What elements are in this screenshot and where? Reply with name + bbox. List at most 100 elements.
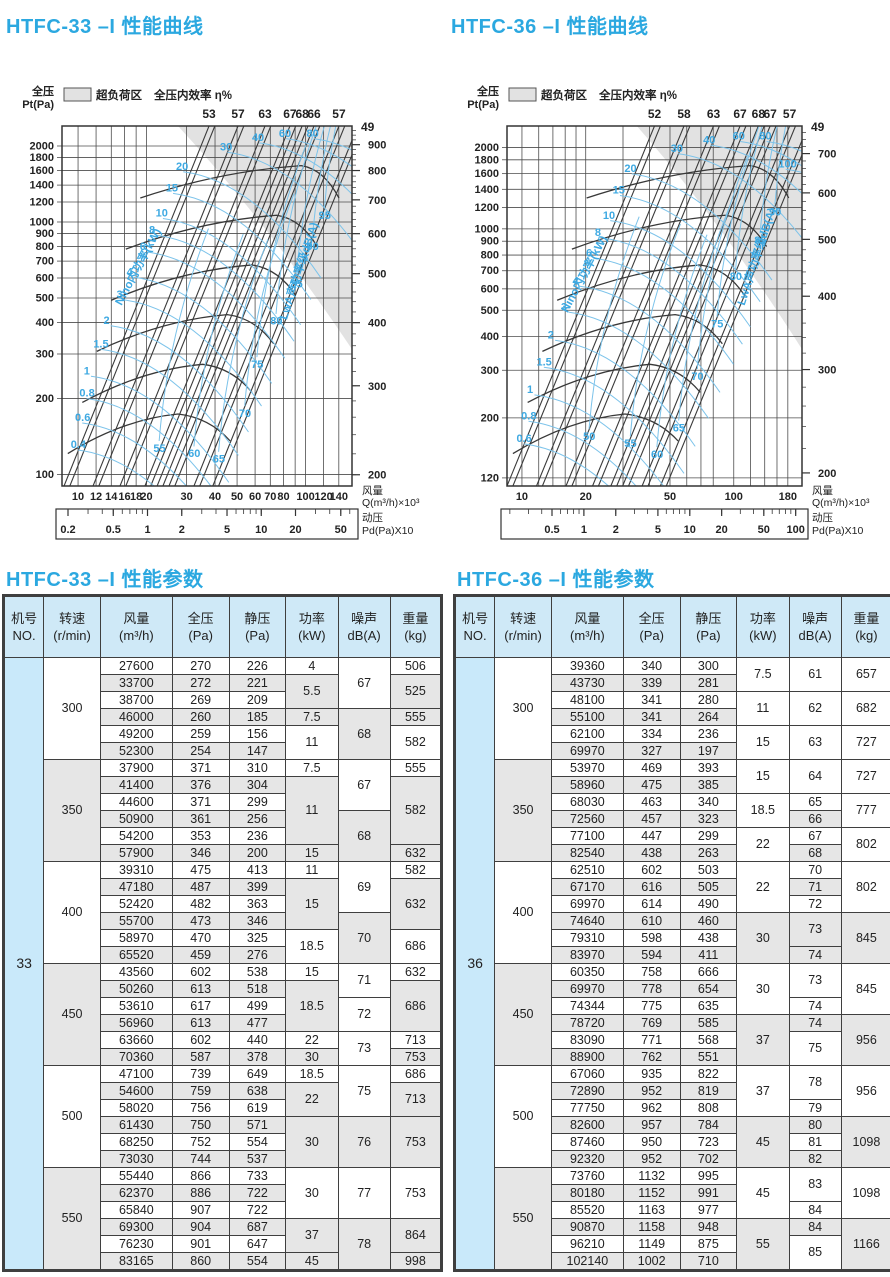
- static-pressure-cell: 722: [229, 1202, 286, 1219]
- weight-cell: 506: [390, 658, 440, 675]
- total-pressure-cell: 771: [623, 1032, 680, 1049]
- efficiency-top-label: 57: [783, 107, 797, 121]
- total-pressure-cell: 487: [172, 879, 229, 896]
- weight-cell: 1166: [841, 1219, 890, 1270]
- noise-cell: 75: [338, 1066, 390, 1117]
- total-pressure-cell: 341: [623, 709, 680, 726]
- pd-axis-label: 动压: [362, 512, 383, 524]
- pd-axis-tick-label: 2: [179, 524, 185, 536]
- flow-cell: 70360: [100, 1049, 172, 1066]
- x-axis-tick-label: 16: [118, 491, 130, 503]
- x-axis-tick-label: 60: [249, 491, 261, 503]
- noise-curve-label: 65: [213, 454, 225, 466]
- total-pressure-cell: 447: [623, 828, 680, 845]
- flow-cell: 57900: [100, 845, 172, 862]
- static-pressure-cell: 323: [680, 811, 737, 828]
- power-axis-title: Nino内功率(kW): [112, 226, 164, 308]
- flow-cell: 63660: [100, 1032, 172, 1049]
- y-axis-tick-label: 400: [481, 331, 499, 343]
- weight-cell: 632: [390, 964, 440, 981]
- total-pressure-cell: 1002: [623, 1253, 680, 1270]
- col-header-1: 转速(r/min): [495, 597, 552, 658]
- rpm-cell: 500: [44, 1066, 101, 1168]
- static-pressure-cell: 304: [229, 777, 286, 794]
- flow-cell: 80180: [551, 1185, 623, 1202]
- static-pressure-cell: 281: [680, 675, 737, 692]
- power-curve-label: 40: [703, 134, 715, 146]
- right-axis-tick-label: 700: [368, 195, 386, 207]
- pd-axis-tick-label: 100: [787, 524, 805, 536]
- rpm-cell: 350: [44, 760, 101, 862]
- y-axis-tick-label: 1400: [475, 184, 499, 196]
- performance-chart-36: 1202003004005006007008009001000120014001…: [447, 41, 890, 549]
- power-curve-label: 15: [613, 185, 625, 197]
- noise-cell: 72: [338, 998, 390, 1032]
- curve-section-title-33: HTFC-33 –I 性能曲线: [6, 10, 447, 39]
- static-pressure-cell: 722: [229, 1185, 286, 1202]
- y-axis-tick-label: 400: [36, 317, 54, 329]
- static-pressure-cell: 948: [680, 1219, 737, 1236]
- total-pressure-cell: 775: [623, 998, 680, 1015]
- flow-cell: 87460: [551, 1134, 623, 1151]
- total-pressure-cell: 613: [172, 1015, 229, 1032]
- static-pressure-cell: 647: [229, 1236, 286, 1253]
- static-pressure-cell: 264: [680, 709, 737, 726]
- right-axis-tick-label: 500: [368, 269, 386, 281]
- total-pressure-cell: 376: [172, 777, 229, 794]
- flow-cell: 90870: [551, 1219, 623, 1236]
- power-cell: 11: [286, 862, 338, 879]
- right-axis-tick-label: 300: [818, 365, 836, 377]
- weight-cell: 632: [390, 879, 440, 930]
- noise-cell: 74: [789, 947, 841, 964]
- efficiency-top-label: 57: [231, 107, 245, 121]
- static-pressure-cell: 226: [229, 658, 286, 675]
- y-axis-tick-label: 1800: [30, 152, 54, 164]
- flow-cell: 102140: [551, 1253, 623, 1270]
- rpm-cell: 300: [495, 658, 552, 760]
- x-axis-tick-label: 10: [72, 491, 84, 503]
- flow-cell: 74344: [551, 998, 623, 1015]
- x-axis-tick-label: 30: [180, 491, 192, 503]
- efficiency-top-label: 67: [733, 107, 747, 121]
- total-pressure-cell: 752: [172, 1134, 229, 1151]
- power-cell: 15: [286, 845, 338, 862]
- flow-cell: 62370: [100, 1185, 172, 1202]
- flow-cell: 67170: [551, 879, 623, 896]
- param-section-title-36: HTFC-36 –I 性能参数: [457, 563, 890, 592]
- y-axis-tick-label: 1600: [475, 168, 499, 180]
- y-axis-tick-label: 500: [36, 292, 54, 304]
- flow-cell: 39360: [551, 658, 623, 675]
- static-pressure-cell: 325: [229, 930, 286, 947]
- flow-cell: 67060: [551, 1066, 623, 1083]
- static-pressure-cell: 440: [229, 1032, 286, 1049]
- power-cell: 37: [286, 1219, 338, 1253]
- y-axis-tick-label: 300: [481, 365, 499, 377]
- total-pressure-cell: 616: [623, 879, 680, 896]
- total-pressure-cell: 260: [172, 709, 229, 726]
- total-pressure-cell: 614: [623, 896, 680, 913]
- noise-cell: 67: [338, 658, 390, 709]
- x-axis-tick-label: 100: [296, 491, 314, 503]
- y-axis-tick-label: 900: [481, 236, 499, 248]
- static-pressure-cell: 819: [680, 1083, 737, 1100]
- flow-cell: 56960: [100, 1015, 172, 1032]
- pd-axis-tick-label: 5: [224, 524, 230, 536]
- efficiency-label-49: 49: [811, 120, 825, 134]
- power-curve-label: 20: [624, 163, 636, 175]
- weight-cell: 777: [841, 794, 890, 828]
- flow-cell: 74640: [551, 913, 623, 930]
- pd-axis-label: 动压: [812, 512, 833, 524]
- static-pressure-cell: 276: [229, 947, 286, 964]
- flow-cell: 65520: [100, 947, 172, 964]
- flow-cell: 61430: [100, 1117, 172, 1134]
- power-curve-label: 15: [166, 183, 178, 195]
- noise-curve-label: 60: [188, 448, 200, 460]
- static-pressure-cell: 538: [229, 964, 286, 981]
- static-pressure-cell: 200: [229, 845, 286, 862]
- flow-cell: 43730: [551, 675, 623, 692]
- flow-cell: 69300: [100, 1219, 172, 1236]
